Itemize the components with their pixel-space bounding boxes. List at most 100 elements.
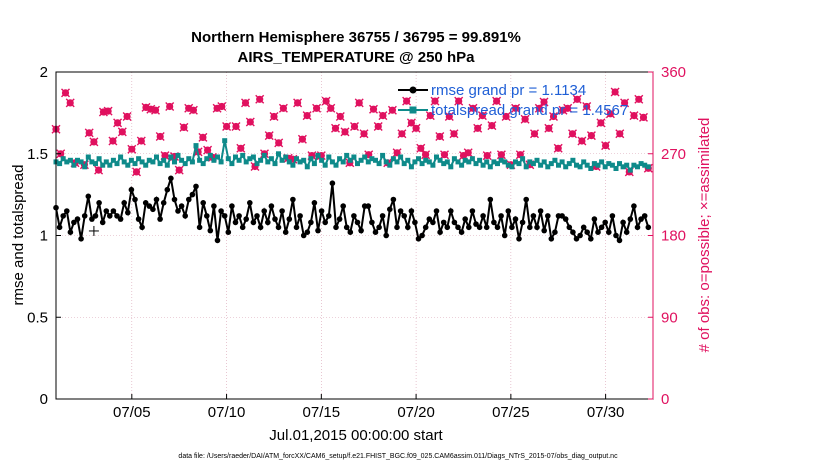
x-axis-label: Jul.01,2015 00:00:00 start xyxy=(269,427,443,444)
rmse-point xyxy=(89,216,95,222)
legend-spread-label: totalspread grand pr = 1.4567 xyxy=(431,102,628,119)
obs-count-point xyxy=(387,105,397,115)
obs-cross xyxy=(440,150,449,160)
rmse-point xyxy=(631,203,637,209)
obs-count-point xyxy=(568,129,577,139)
rmse-point xyxy=(326,213,332,219)
rmse-point xyxy=(570,229,576,235)
y-tick-label: 1 xyxy=(40,228,48,245)
rmse-point xyxy=(415,236,422,242)
spread-point xyxy=(128,157,134,163)
spread-point xyxy=(617,161,622,167)
spread-point xyxy=(351,154,357,160)
rmse-point xyxy=(340,203,347,209)
obs-cross xyxy=(146,104,156,114)
rmse-point xyxy=(318,208,325,214)
spread-point xyxy=(347,157,353,163)
rmse-point xyxy=(196,224,203,231)
spread-point xyxy=(100,162,106,168)
obs-cross xyxy=(278,103,288,113)
spread-point xyxy=(103,159,109,165)
rmse-point xyxy=(595,229,601,235)
spread-point xyxy=(89,159,95,165)
rmse-point xyxy=(56,224,63,231)
rmse-point xyxy=(293,224,300,231)
obs-count-point xyxy=(188,105,198,115)
rmse-point xyxy=(157,216,163,222)
spread-point xyxy=(118,154,124,160)
spread-point xyxy=(326,154,332,160)
obs-count-point xyxy=(496,150,506,160)
x-tick-label: 07/05 xyxy=(113,404,151,421)
rmse-point xyxy=(358,227,364,234)
rmse-point xyxy=(121,200,127,206)
obs-cross xyxy=(188,105,198,115)
rmse-point xyxy=(257,224,264,231)
obs-count-point xyxy=(331,123,340,133)
rmse-point xyxy=(426,216,433,222)
rmse-point xyxy=(250,219,257,226)
legend-spread-marker xyxy=(409,106,417,114)
rmse-point xyxy=(591,216,598,222)
obs-cross xyxy=(132,167,141,177)
obs-cross xyxy=(387,105,397,115)
spread-point xyxy=(620,164,626,170)
obs-cross xyxy=(421,150,431,160)
obs-cross xyxy=(411,123,421,133)
y2-axis-label: # of obs: o=possible; ×=assimilated xyxy=(696,118,713,353)
obs-count-point xyxy=(501,112,511,121)
obs-count-point xyxy=(113,118,123,128)
rmse-point xyxy=(336,216,343,222)
rmse-point xyxy=(512,216,519,222)
obs-count-point xyxy=(601,141,611,151)
spread-point xyxy=(520,156,526,162)
rmse-point xyxy=(60,213,66,219)
spread-point xyxy=(146,157,152,163)
obs-count-point xyxy=(312,103,322,113)
rmse-point xyxy=(347,229,354,235)
rmse-point xyxy=(207,227,214,234)
spread-point xyxy=(67,157,73,163)
spread-point xyxy=(369,156,375,162)
spread-point xyxy=(308,156,314,162)
rmse-point xyxy=(96,200,102,206)
spread-point xyxy=(110,157,116,163)
rmse-point xyxy=(153,196,160,203)
spread-point xyxy=(233,154,238,160)
obs-count-point xyxy=(326,103,336,113)
rmse-point xyxy=(211,203,217,209)
spread-point xyxy=(437,157,443,163)
obs-cross xyxy=(416,143,426,153)
spread-point xyxy=(250,154,256,160)
rmse-point xyxy=(243,216,249,222)
rmse-point xyxy=(110,208,117,214)
spread-point xyxy=(229,161,235,167)
spread-point xyxy=(157,161,163,167)
obs-cross xyxy=(496,150,506,160)
spread-point xyxy=(491,159,497,165)
obs-count-point xyxy=(255,94,265,104)
rmse-point xyxy=(516,236,522,242)
obs-count-point xyxy=(241,98,250,108)
spread-point xyxy=(150,159,156,165)
spread-point xyxy=(261,152,267,158)
spread-point xyxy=(505,162,511,168)
obs-count-point xyxy=(245,117,255,127)
obs-cross xyxy=(397,129,407,139)
obs-cross xyxy=(444,112,454,121)
spread-point xyxy=(71,162,77,168)
rmse-point xyxy=(315,227,321,234)
rmse-point xyxy=(204,213,210,219)
obs-cross xyxy=(321,96,331,106)
spread-point xyxy=(340,159,346,165)
rmse-point xyxy=(333,224,339,231)
rmse-point xyxy=(286,216,293,222)
obs-count-point xyxy=(639,112,648,122)
rmse-point xyxy=(175,208,181,214)
rmse-point xyxy=(275,224,282,231)
obs-cross xyxy=(108,136,118,146)
rmse-point xyxy=(451,219,458,226)
obs-cross xyxy=(487,121,497,131)
obs-cross xyxy=(359,129,369,139)
obs-count-point xyxy=(340,127,350,137)
